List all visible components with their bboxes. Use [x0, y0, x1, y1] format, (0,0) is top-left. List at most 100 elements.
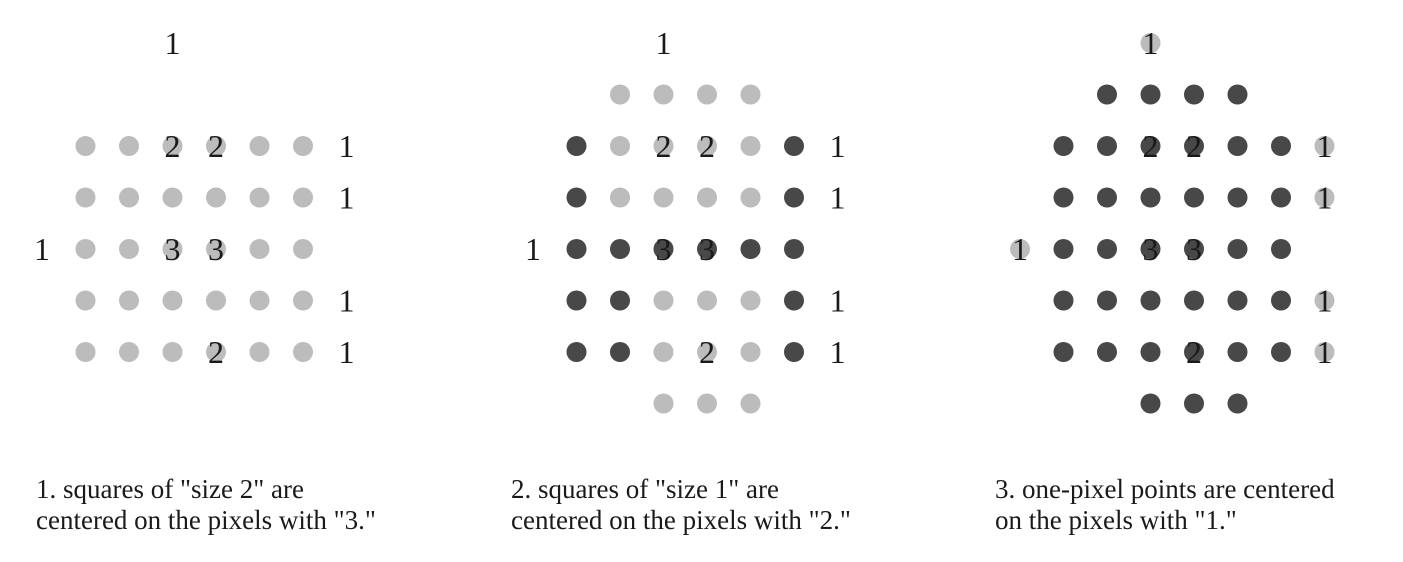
dark-pixel-dot [1053, 239, 1074, 259]
light-pixel-dot [697, 342, 717, 362]
light-pixel-dot [653, 342, 674, 362]
pixel-label: 1 [1012, 231, 1028, 267]
dark-pixel-dot [1097, 136, 1117, 156]
dark-pixel-dot [1271, 187, 1291, 208]
light-pixel-dot [653, 187, 674, 208]
light-pixel-dot [293, 136, 313, 156]
dark-pixel-dot [610, 239, 630, 259]
dark-pixel-dot [1227, 84, 1248, 105]
dark-pixel-dot [1227, 342, 1248, 362]
caption-panel-2-line-2: centered on the pixels with "2." [511, 505, 851, 535]
pixel-label: 1 [339, 334, 355, 370]
dark-pixel-dot [1184, 393, 1204, 414]
pixel-label: 1 [165, 25, 181, 61]
light-pixel-dot [119, 187, 139, 208]
light-pixel-dot [293, 342, 313, 362]
dark-pixel-dot [1053, 187, 1074, 208]
light-pixel-dot [293, 187, 313, 208]
dark-pixel-dot [1227, 136, 1248, 156]
dark-pixel-dot [1184, 187, 1204, 208]
light-pixel-dot [162, 290, 183, 311]
dark-pixel-dot [1140, 187, 1161, 208]
dark-pixel-dot [1227, 393, 1248, 414]
dark-pixel-dot [1097, 239, 1117, 259]
dark-pixel-dot [784, 239, 804, 259]
light-pixel-dot [293, 290, 313, 311]
light-pixel-dot [75, 239, 96, 259]
light-pixel-dot [206, 136, 226, 156]
dark-pixel-dot [610, 290, 630, 311]
caption-panel-1-line-2: centered on the pixels with "3." [36, 505, 376, 535]
light-pixel-dot [697, 187, 717, 208]
dark-pixel-dot [784, 342, 804, 362]
dark-pixel-dot [566, 290, 587, 311]
dark-pixel-dot [1097, 187, 1117, 208]
caption-panel-2-line-1: 2. squares of "size 1" are [511, 474, 779, 504]
light-pixel-dot [249, 136, 270, 156]
light-pixel-dot [75, 187, 96, 208]
pixel-label: 2 [1186, 334, 1202, 370]
light-pixel-dot [740, 342, 761, 362]
dark-pixel-dot [1271, 342, 1291, 362]
pixel-label: 3 [208, 231, 224, 267]
pixel-label: 2 [699, 128, 715, 164]
light-pixel-dot [119, 239, 139, 259]
pixel-label: 1 [525, 231, 541, 267]
pixel-label: 1 [830, 180, 846, 216]
dark-pixel-dot [1227, 239, 1248, 259]
light-pixel-dot [610, 136, 630, 156]
light-pixel-dot [740, 290, 761, 311]
light-pixel-dot [653, 290, 674, 311]
light-pixel-dot [1314, 290, 1335, 311]
light-pixel-dot [610, 84, 630, 105]
caption-panel-3-line-1: 3. one-pixel points are centered [995, 474, 1335, 504]
pixel-label: 1 [830, 334, 846, 370]
light-pixel-dot [740, 136, 761, 156]
light-pixel-dot [1140, 33, 1161, 53]
light-pixel-dot [206, 342, 226, 362]
dark-pixel-dot [1184, 342, 1204, 362]
light-pixel-dot [206, 239, 226, 259]
pixel-label: 2 [699, 334, 715, 370]
light-pixel-dot [75, 290, 96, 311]
dark-pixel-dot [1184, 136, 1204, 156]
light-pixel-dot [249, 239, 270, 259]
light-pixel-dot [249, 342, 270, 362]
light-pixel-dot [119, 290, 139, 311]
pixel-label: 1 [1317, 128, 1333, 164]
light-pixel-dot [162, 239, 183, 259]
light-pixel-dot [162, 187, 183, 208]
pixel-label: 1 [1317, 180, 1333, 216]
dark-pixel-dot [1140, 239, 1161, 259]
pixel-label: 1 [656, 25, 672, 61]
dark-pixel-dot [1140, 393, 1161, 414]
pixel-label: 3 [165, 231, 181, 267]
pixel-label: 2 [1186, 128, 1202, 164]
caption-panel-1-line-1: 1. squares of "size 2" are [36, 474, 304, 504]
light-pixel-dot [1010, 239, 1030, 259]
dark-pixel-dot [653, 239, 674, 259]
light-pixel-dot [740, 84, 761, 105]
light-pixel-dot [653, 84, 674, 105]
light-pixel-dot [740, 187, 761, 208]
light-pixel-dot [697, 136, 717, 156]
pixel-label: 1 [830, 128, 846, 164]
dark-pixel-dot [784, 136, 804, 156]
light-pixel-dot [653, 136, 674, 156]
dark-pixel-dot [784, 187, 804, 208]
light-pixel-dot [1314, 136, 1335, 156]
dark-pixel-dot [1097, 342, 1117, 362]
pixel-label: 1 [339, 180, 355, 216]
pixel-label: 2 [208, 334, 224, 370]
light-pixel-dot [610, 187, 630, 208]
dark-pixel-dot [1271, 136, 1291, 156]
pixel-label: 2 [208, 128, 224, 164]
pixel-label: 1 [339, 128, 355, 164]
dark-pixel-dot [566, 187, 587, 208]
light-pixel-dot [249, 290, 270, 311]
pixel-label: 2 [165, 128, 181, 164]
dark-pixel-dot [1184, 290, 1204, 311]
